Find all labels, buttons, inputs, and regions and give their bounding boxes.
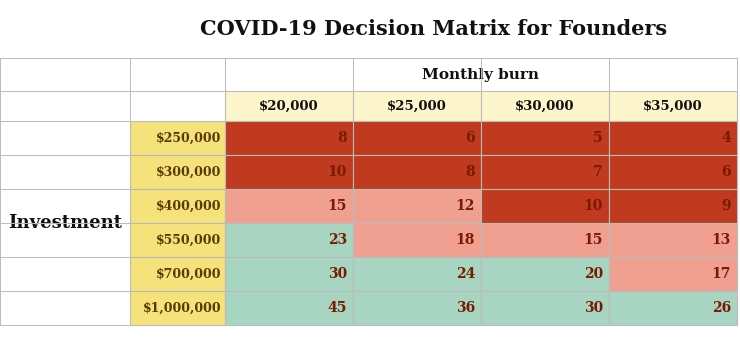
Bar xyxy=(481,91,609,121)
Text: 6: 6 xyxy=(722,165,731,179)
Bar xyxy=(609,121,737,155)
Bar xyxy=(481,189,609,223)
Bar xyxy=(353,91,481,121)
Bar xyxy=(609,291,737,325)
Bar xyxy=(130,223,225,257)
Bar xyxy=(225,189,353,223)
Bar xyxy=(225,257,353,291)
Text: $1,000,000: $1,000,000 xyxy=(142,301,221,315)
Bar xyxy=(353,291,481,325)
Bar xyxy=(130,291,225,325)
Bar xyxy=(130,121,225,155)
Text: $35,000: $35,000 xyxy=(643,99,703,112)
Text: 26: 26 xyxy=(712,301,731,315)
Text: 12: 12 xyxy=(456,199,475,213)
Bar xyxy=(609,91,737,121)
Text: 20: 20 xyxy=(584,267,603,281)
Bar xyxy=(225,155,353,189)
Text: Investment: Investment xyxy=(8,214,122,232)
Text: 23: 23 xyxy=(328,233,347,247)
Bar xyxy=(225,91,353,121)
Bar xyxy=(353,155,481,189)
Bar xyxy=(353,121,481,155)
Bar xyxy=(130,189,225,223)
Text: 13: 13 xyxy=(712,233,731,247)
Text: $25,000: $25,000 xyxy=(387,99,447,112)
Text: 10: 10 xyxy=(584,199,603,213)
Bar xyxy=(225,223,353,257)
Text: 30: 30 xyxy=(584,301,603,315)
Text: 15: 15 xyxy=(584,233,603,247)
Text: $400,000: $400,000 xyxy=(155,199,221,212)
Text: $700,000: $700,000 xyxy=(155,267,221,280)
Text: $20,000: $20,000 xyxy=(259,99,319,112)
Bar xyxy=(609,155,737,189)
Bar xyxy=(225,291,353,325)
Text: 18: 18 xyxy=(456,233,475,247)
Text: 24: 24 xyxy=(456,267,475,281)
Bar xyxy=(353,223,481,257)
Text: 17: 17 xyxy=(712,267,731,281)
Text: $550,000: $550,000 xyxy=(155,233,221,246)
Bar xyxy=(609,223,737,257)
Bar xyxy=(481,291,609,325)
Text: 36: 36 xyxy=(456,301,475,315)
Text: 6: 6 xyxy=(465,131,475,145)
Text: 10: 10 xyxy=(328,165,347,179)
Bar xyxy=(609,257,737,291)
Bar xyxy=(481,155,609,189)
Bar xyxy=(609,189,737,223)
Text: 4: 4 xyxy=(722,131,731,145)
Text: 5: 5 xyxy=(593,131,603,145)
Bar xyxy=(130,155,225,189)
Text: $250,000: $250,000 xyxy=(155,132,221,145)
Text: 9: 9 xyxy=(722,199,731,213)
Bar xyxy=(225,121,353,155)
Text: COVID-19 Decision Matrix for Founders: COVID-19 Decision Matrix for Founders xyxy=(200,19,667,39)
Text: 7: 7 xyxy=(593,165,603,179)
Bar xyxy=(481,257,609,291)
Bar xyxy=(481,121,609,155)
Bar xyxy=(353,257,481,291)
Text: 15: 15 xyxy=(328,199,347,213)
Bar xyxy=(481,223,609,257)
Text: 8: 8 xyxy=(337,131,347,145)
Text: 45: 45 xyxy=(328,301,347,315)
Text: $300,000: $300,000 xyxy=(155,166,221,178)
Bar xyxy=(353,189,481,223)
Bar xyxy=(130,257,225,291)
Text: 8: 8 xyxy=(465,165,475,179)
Text: Monthly burn: Monthly burn xyxy=(423,68,539,82)
Text: $30,000: $30,000 xyxy=(515,99,575,112)
Text: 30: 30 xyxy=(328,267,347,281)
